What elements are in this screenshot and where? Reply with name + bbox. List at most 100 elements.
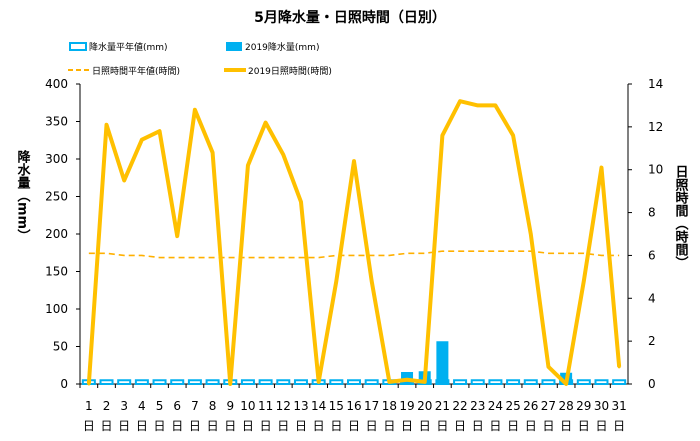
x-tick-label: 12 [276,399,291,413]
bar-avg-rain [170,379,185,385]
point-2019-sunshine [617,365,621,369]
line-2019-sunshine [86,99,622,386]
bar-avg-rain [99,379,114,385]
point-2019-sunshine [105,123,109,127]
x-tick-day-label: 日 [295,419,307,433]
point-2019-sunshine [228,382,232,386]
x-tick-label: 7 [191,399,199,413]
x-tick-day-label: 日 [136,419,148,433]
point-2019-sunshine [370,279,374,283]
point-2019-sunshine [476,103,480,107]
x-tick-day-label: 日 [436,419,448,433]
right-tick-label: 0 [648,377,656,391]
point-2019-sunshine [546,365,550,369]
x-tick-day-label: 日 [83,419,95,433]
point-2019-sunshine [317,380,321,384]
x-tick-label: 9 [226,399,234,413]
x-tick-label: 3 [120,399,128,413]
x-tick-label: 6 [173,399,181,413]
bar-avg-rain [470,379,485,385]
bar-avg-rain [258,379,273,385]
legend: 降水量平年値(mm) 2019降水量(mm) 日照時間平年値(時間) 2019日… [68,41,332,77]
x-tick-label: 25 [505,399,520,413]
point-2019-sunshine [122,178,126,182]
point-2019-sunshine [564,382,568,386]
x-tick-label: 13 [293,399,308,413]
bar-avg-rain [594,379,609,385]
x-tick-day-label: 日 [560,419,572,433]
right-tick-label: 14 [648,77,663,91]
point-2019-sunshine [387,380,391,384]
point-2019-sunshine [352,159,356,163]
right-tick-label: 2 [648,334,656,348]
x-tick-day-label: 日 [154,419,166,433]
legend-label-2019-sun: 2019日照時間(時間) [248,66,332,77]
x-tick-label: 18 [382,399,397,413]
bar-avg-rain [541,379,556,385]
x-tick-day-label: 日 [383,419,395,433]
bar-avg-rain [329,379,344,385]
x-tick-label: 23 [470,399,485,413]
left-axis-title: 降水量（mm） [15,149,32,242]
x-tick-label: 21 [435,399,450,413]
x-tick-day-label: 日 [613,419,625,433]
point-2019-sunshine [140,138,144,142]
x-tick-label: 30 [594,399,609,413]
point-2019-sunshine [405,378,409,382]
x-tick-day-label: 日 [330,419,342,433]
right-tick-label: 12 [648,120,663,134]
point-2019-sunshine [193,108,197,112]
bar-avg-rain [240,379,255,385]
point-2019-sunshine [511,133,515,137]
legend-swatch-2019-rain [226,42,242,51]
x-tick-day-label: 日 [525,419,537,433]
x-tick-label: 29 [576,399,591,413]
right-axis-title: 日照時間（時間） [673,165,690,269]
x-tick-day-label: 日 [419,419,431,433]
point-2019-sunshine [175,234,179,238]
bar-avg-rain [117,379,132,385]
right-tick-label: 6 [648,248,656,262]
point-2019-sunshine [599,166,603,170]
left-axis-title-text: 降水量（mm） [15,149,32,242]
point-2019-sunshine [334,279,338,283]
legend-label-avg-rain: 降水量平年値(mm) [89,41,168,53]
x-tick-day-label: 日 [454,419,466,433]
bar-avg-rain [612,379,627,385]
x-tick-label: 26 [523,399,538,413]
x-tick-day-label: 日 [189,419,201,433]
x-tick-label: 16 [346,399,361,413]
x-tick-label: 8 [209,399,217,413]
bar-avg-rain [453,379,468,385]
x-tick-day-label: 日 [207,419,219,433]
x-tick-day-label: 日 [242,419,254,433]
bar-avg-rain [134,379,149,385]
bar-2019-rain [436,341,449,384]
point-2019-sunshine [493,103,497,107]
left-tick-label: 200 [45,227,68,241]
x-tick-label: 4 [138,399,146,413]
bar-avg-rain [205,379,220,385]
bar-avg-rain [152,379,167,385]
legend-label-avg-sun: 日照時間平年値(時間) [92,65,180,77]
x-tick-day-label: 日 [171,419,183,433]
x-tick-label: 5 [156,399,164,413]
x-tick-day-label: 日 [277,419,289,433]
x-tick-label: 14 [311,399,326,413]
bar-avg-rain [576,379,591,385]
x-tick-label: 15 [329,399,344,413]
left-tick-label: 0 [60,377,68,391]
x-tick-day-label: 日 [313,419,325,433]
point-2019-sunshine [87,382,91,386]
x-tick-label: 11 [258,399,273,413]
x-tick-label: 27 [541,399,556,413]
x-tick-day-label: 日 [401,419,413,433]
point-2019-sunshine [423,380,427,384]
point-2019-sunshine [264,121,268,125]
x-tick-day-label: 日 [224,419,236,433]
x-tick-label: 31 [612,399,627,413]
x-tick-day-label: 日 [595,419,607,433]
right-tick-label: 10 [648,163,663,177]
x-tick-day-label: 日 [366,419,378,433]
